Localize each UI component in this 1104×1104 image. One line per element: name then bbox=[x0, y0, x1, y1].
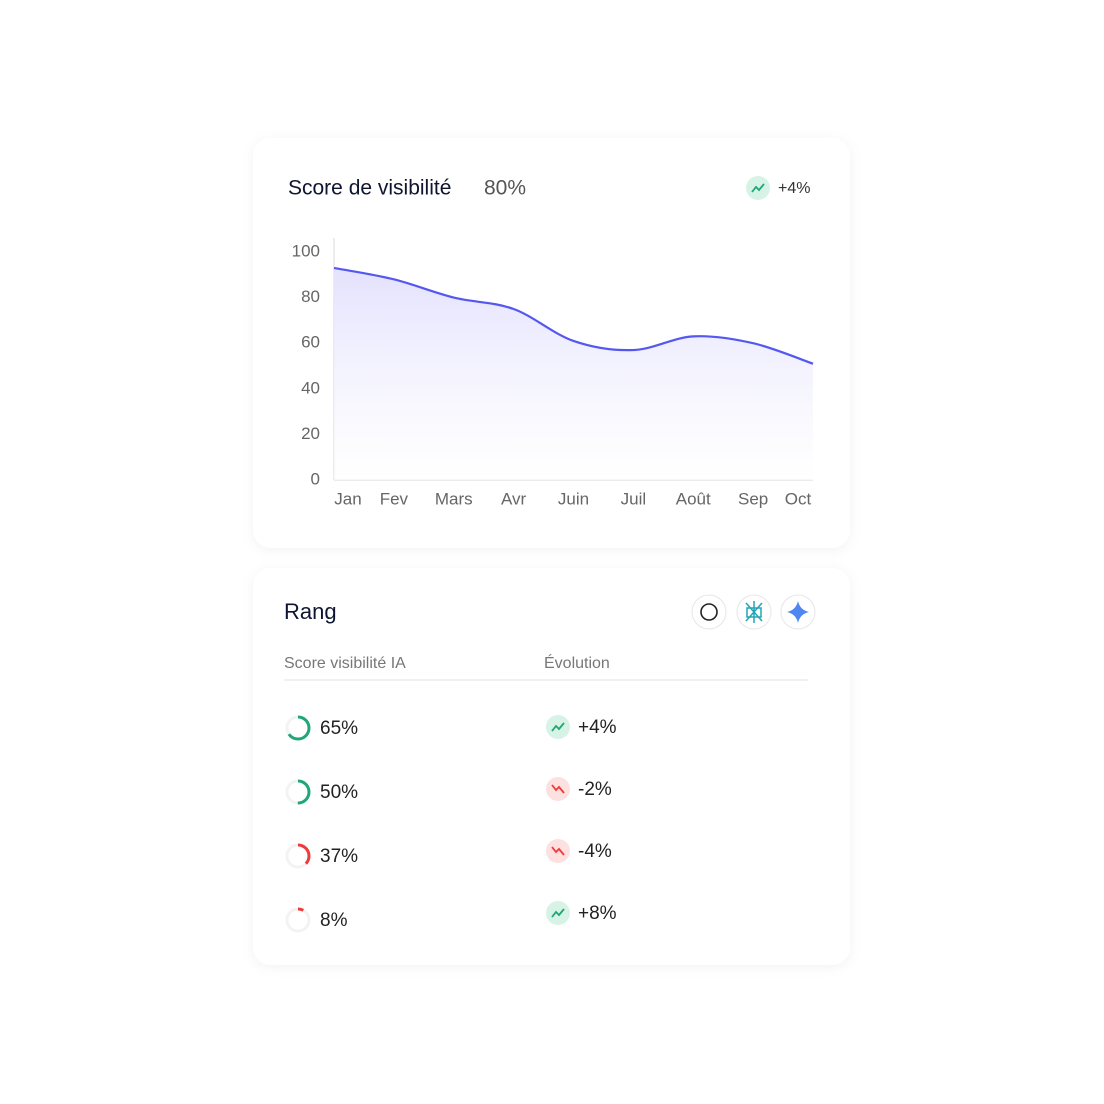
trend-icon bbox=[551, 784, 565, 794]
trend-value: +4% bbox=[778, 180, 810, 197]
score: 80% bbox=[484, 177, 526, 200]
trend-label: +4% bbox=[578, 717, 617, 738]
x-tick-label: Juin bbox=[558, 489, 589, 508]
trend-icon bbox=[551, 908, 565, 918]
score-label: 37% bbox=[320, 846, 358, 867]
trend-icon bbox=[551, 722, 565, 732]
trend-label: +8% bbox=[578, 903, 617, 924]
icon-glyph bbox=[700, 603, 718, 621]
y-tick-label: 40 bbox=[301, 378, 320, 397]
column-header: Score visibilité IA bbox=[284, 655, 406, 672]
line bbox=[333, 266, 814, 365]
x-tick-label: Juil bbox=[621, 489, 647, 508]
x-tick-label: Jan bbox=[334, 489, 361, 508]
x-tick-label: Mars bbox=[435, 489, 473, 508]
x-tick-label: Août bbox=[676, 489, 711, 508]
x-tick-label: Sep bbox=[738, 489, 768, 508]
y-tick-label: 0 bbox=[311, 469, 320, 488]
ai-icons bbox=[691, 594, 816, 630]
trend-label: -2% bbox=[578, 779, 612, 800]
area bbox=[334, 267, 813, 480]
progress-ring bbox=[285, 907, 311, 933]
column-header: Évolution bbox=[544, 653, 610, 672]
x-tick-label: Oct bbox=[785, 489, 812, 508]
icon-chatgpt[interactable] bbox=[691, 594, 727, 630]
y-tick-label: 100 bbox=[292, 241, 320, 260]
rank-title: Rang bbox=[284, 599, 337, 624]
y-tick-label: 80 bbox=[301, 287, 320, 306]
x-tick-label: Avr bbox=[501, 489, 527, 508]
rank-card bbox=[253, 568, 850, 965]
trend-icon bbox=[751, 183, 765, 193]
x-tick-label: Fev bbox=[380, 489, 409, 508]
trend-icon bbox=[551, 846, 565, 856]
trend-label: -4% bbox=[578, 841, 612, 862]
card-title: Score de visibilité bbox=[288, 177, 451, 200]
y-tick-label: 60 bbox=[301, 333, 320, 352]
score-label: 8% bbox=[320, 910, 348, 931]
icon-glyph bbox=[787, 601, 809, 623]
progress-ring bbox=[285, 843, 311, 869]
y-tick-label: 20 bbox=[301, 424, 320, 443]
progress-ring bbox=[285, 779, 311, 805]
icon-glyph bbox=[745, 601, 763, 623]
progress-ring bbox=[285, 715, 311, 741]
score-label: 50% bbox=[320, 782, 358, 803]
score-label: 65% bbox=[320, 718, 358, 739]
